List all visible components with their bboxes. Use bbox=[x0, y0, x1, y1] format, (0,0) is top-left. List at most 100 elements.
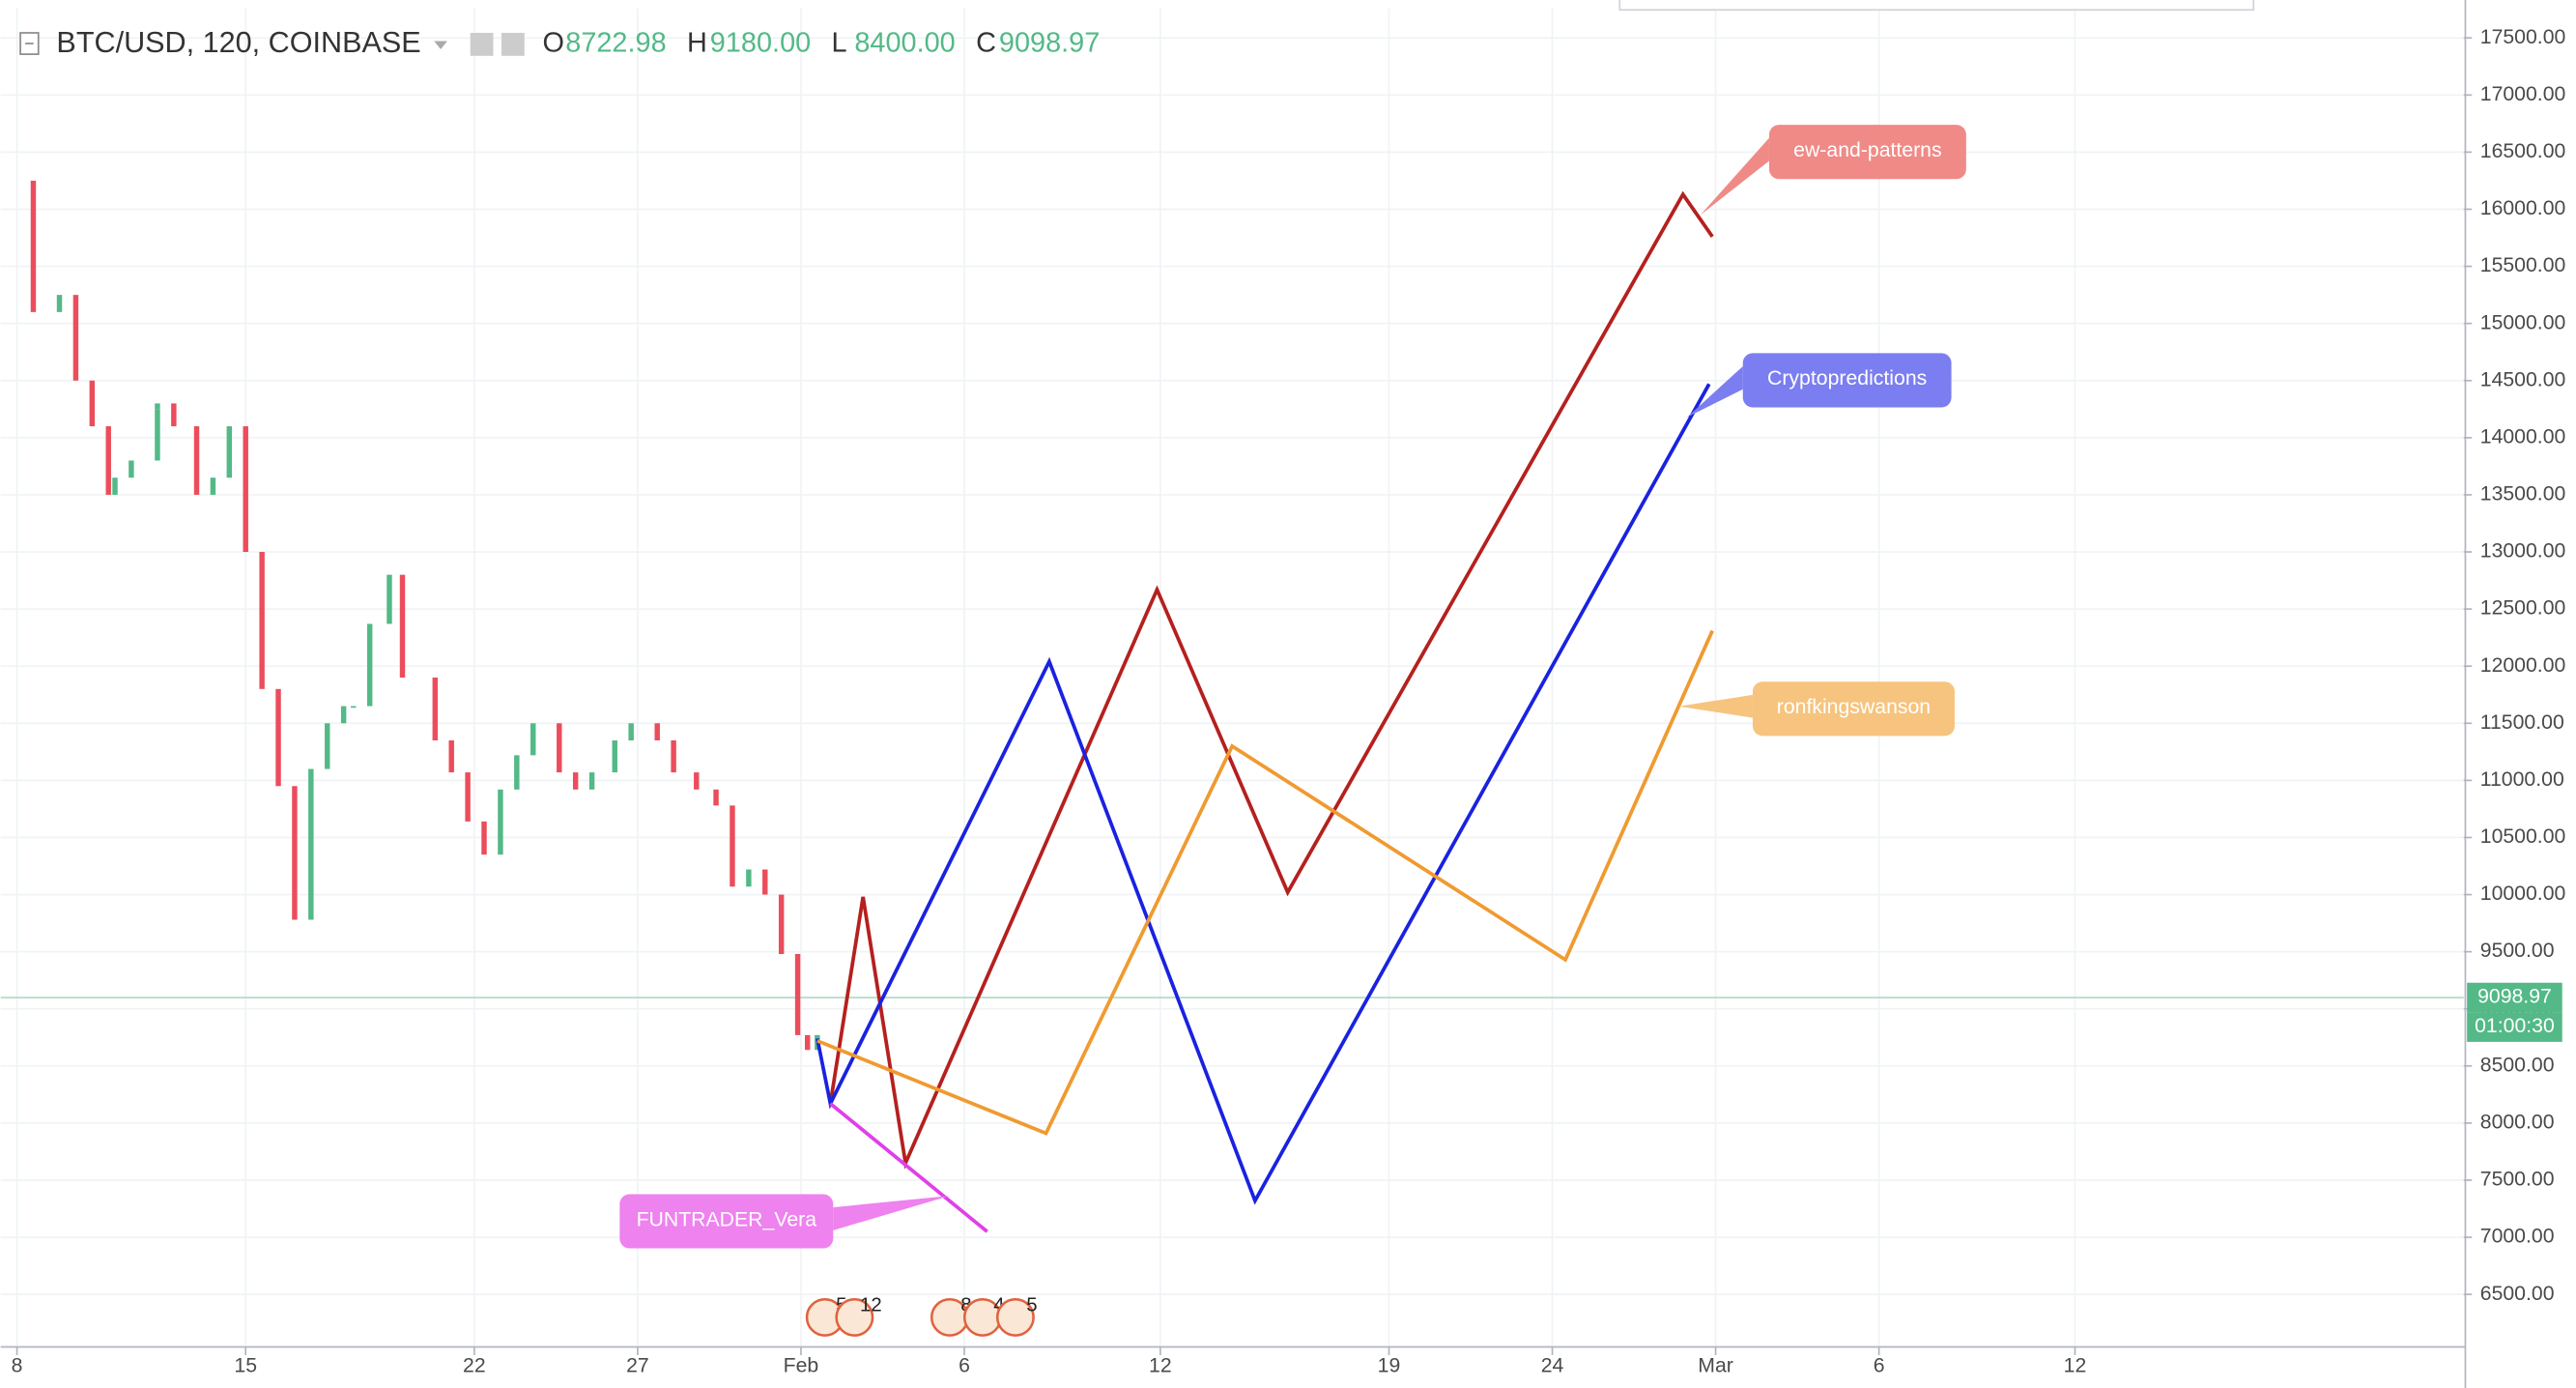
candle bbox=[210, 477, 216, 495]
x-tick-label: 6 bbox=[959, 1354, 970, 1377]
candle bbox=[448, 740, 454, 773]
x-tick-label: 19 bbox=[1378, 1354, 1401, 1377]
y-tick-label: 7000.00 bbox=[2480, 1225, 2555, 1248]
candle bbox=[366, 623, 373, 707]
candle bbox=[226, 426, 233, 478]
candle bbox=[386, 574, 392, 624]
candle bbox=[730, 805, 735, 887]
x-tick-label: 27 bbox=[626, 1354, 649, 1377]
candle bbox=[340, 706, 347, 724]
y-tick-label: 9500.00 bbox=[2480, 939, 2555, 962]
candle bbox=[292, 786, 298, 920]
y-tick-label: 12000.00 bbox=[2480, 653, 2566, 677]
x-tick-label: 8 bbox=[12, 1354, 23, 1377]
current-price-label: 9098.97 bbox=[2477, 985, 2552, 1008]
candle bbox=[399, 574, 406, 679]
candle bbox=[498, 789, 503, 855]
ohlc-value: 9180.00 bbox=[710, 28, 811, 59]
callout-pointer bbox=[1678, 694, 1753, 718]
candle bbox=[105, 426, 111, 495]
candle bbox=[275, 688, 281, 787]
candle bbox=[56, 295, 63, 312]
y-tick-label: 14500.00 bbox=[2480, 367, 2566, 390]
symbol-dropdown[interactable] bbox=[434, 41, 447, 49]
ohlc-key: C bbox=[976, 28, 996, 59]
ohlc-key: L bbox=[832, 28, 847, 59]
event-count: 5 bbox=[1026, 1294, 1037, 1316]
candle bbox=[325, 723, 330, 769]
y-tick-label: 15000.00 bbox=[2480, 310, 2566, 333]
candle bbox=[465, 772, 471, 822]
x-tick-label: 24 bbox=[1541, 1354, 1564, 1377]
ohlc-value: 9098.97 bbox=[999, 28, 1100, 59]
y-tick-label: 6500.00 bbox=[2480, 1282, 2555, 1305]
y-tick-label: 7500.00 bbox=[2480, 1168, 2555, 1191]
candle bbox=[30, 180, 37, 312]
candle bbox=[530, 723, 536, 756]
callout-box bbox=[619, 1194, 834, 1249]
candle bbox=[694, 772, 700, 790]
forecast-line bbox=[829, 1102, 988, 1233]
candle bbox=[654, 723, 660, 741]
callout-pointer bbox=[1686, 365, 1743, 418]
candle bbox=[72, 295, 79, 381]
toolbar-panel[interactable] bbox=[1618, 0, 2255, 12]
ohlc-value: 8722.98 bbox=[565, 28, 666, 59]
x-tick-label: 12 bbox=[2064, 1354, 2087, 1377]
event-icon bbox=[995, 1297, 1035, 1337]
y-tick-label: 14000.00 bbox=[2480, 424, 2566, 448]
forecast-line bbox=[828, 190, 1714, 1170]
ohlc-key: H bbox=[687, 28, 707, 59]
x-tick-label: 6 bbox=[1874, 1354, 1885, 1377]
candle bbox=[572, 772, 579, 790]
callout-box bbox=[1742, 353, 1952, 408]
ohlc-header: O 8722.98 H 9180.00 L 8400.00 C 9098.97 bbox=[542, 28, 1100, 59]
candle bbox=[804, 1034, 811, 1051]
forecast-line bbox=[816, 383, 1711, 1205]
event-icon bbox=[835, 1297, 874, 1337]
candle bbox=[628, 723, 634, 741]
candle bbox=[193, 426, 200, 495]
settings-icon[interactable] bbox=[501, 32, 525, 56]
candle bbox=[481, 821, 487, 855]
x-tick-label: 22 bbox=[463, 1354, 486, 1377]
settings-icon[interactable] bbox=[470, 32, 494, 56]
y-tick-label: 8500.00 bbox=[2480, 1053, 2555, 1076]
candle bbox=[171, 403, 177, 427]
candle bbox=[89, 380, 96, 427]
y-tick-label: 16500.00 bbox=[2480, 139, 2566, 162]
event-count: 4 bbox=[993, 1294, 1004, 1316]
callout-label: ronfkingswanson bbox=[1777, 695, 1931, 718]
candle bbox=[588, 772, 595, 790]
candle bbox=[671, 740, 676, 773]
candle bbox=[557, 723, 562, 773]
countdown-label: 01:00:30 bbox=[2475, 1014, 2555, 1037]
countdown-tag bbox=[2467, 1012, 2562, 1042]
forecast-line bbox=[816, 629, 1714, 1136]
candle bbox=[514, 755, 520, 790]
y-tick-label: 13500.00 bbox=[2480, 482, 2566, 506]
x-tick-label: 12 bbox=[1149, 1354, 1172, 1377]
candle bbox=[794, 953, 801, 1035]
candle bbox=[259, 552, 265, 689]
y-tick-label: 11000.00 bbox=[2480, 767, 2564, 791]
callout-label: Cryptopredictions bbox=[1767, 366, 1927, 390]
candle bbox=[432, 678, 439, 741]
grid bbox=[0, 8, 2464, 1347]
callout-box bbox=[1752, 681, 1955, 737]
x-tick-label: 15 bbox=[234, 1354, 257, 1377]
symbol[interactable]: BTC/USD, 120, COINBASE bbox=[56, 26, 420, 59]
y-tick-label: 8000.00 bbox=[2480, 1111, 2555, 1134]
ohlc-value: 8400.00 bbox=[854, 28, 955, 59]
callout-box bbox=[1768, 125, 1966, 180]
y-tick-label: 17000.00 bbox=[2480, 82, 2566, 105]
event-count: 8 bbox=[960, 1294, 971, 1316]
event-count: 12 bbox=[860, 1294, 882, 1316]
x-tick-label: Mar bbox=[1698, 1354, 1733, 1377]
current-price-tag bbox=[2467, 982, 2562, 1013]
candle bbox=[243, 426, 248, 553]
plot: ew-and-patterns Cryptopredictions ronfking… bbox=[0, 125, 2464, 1249]
